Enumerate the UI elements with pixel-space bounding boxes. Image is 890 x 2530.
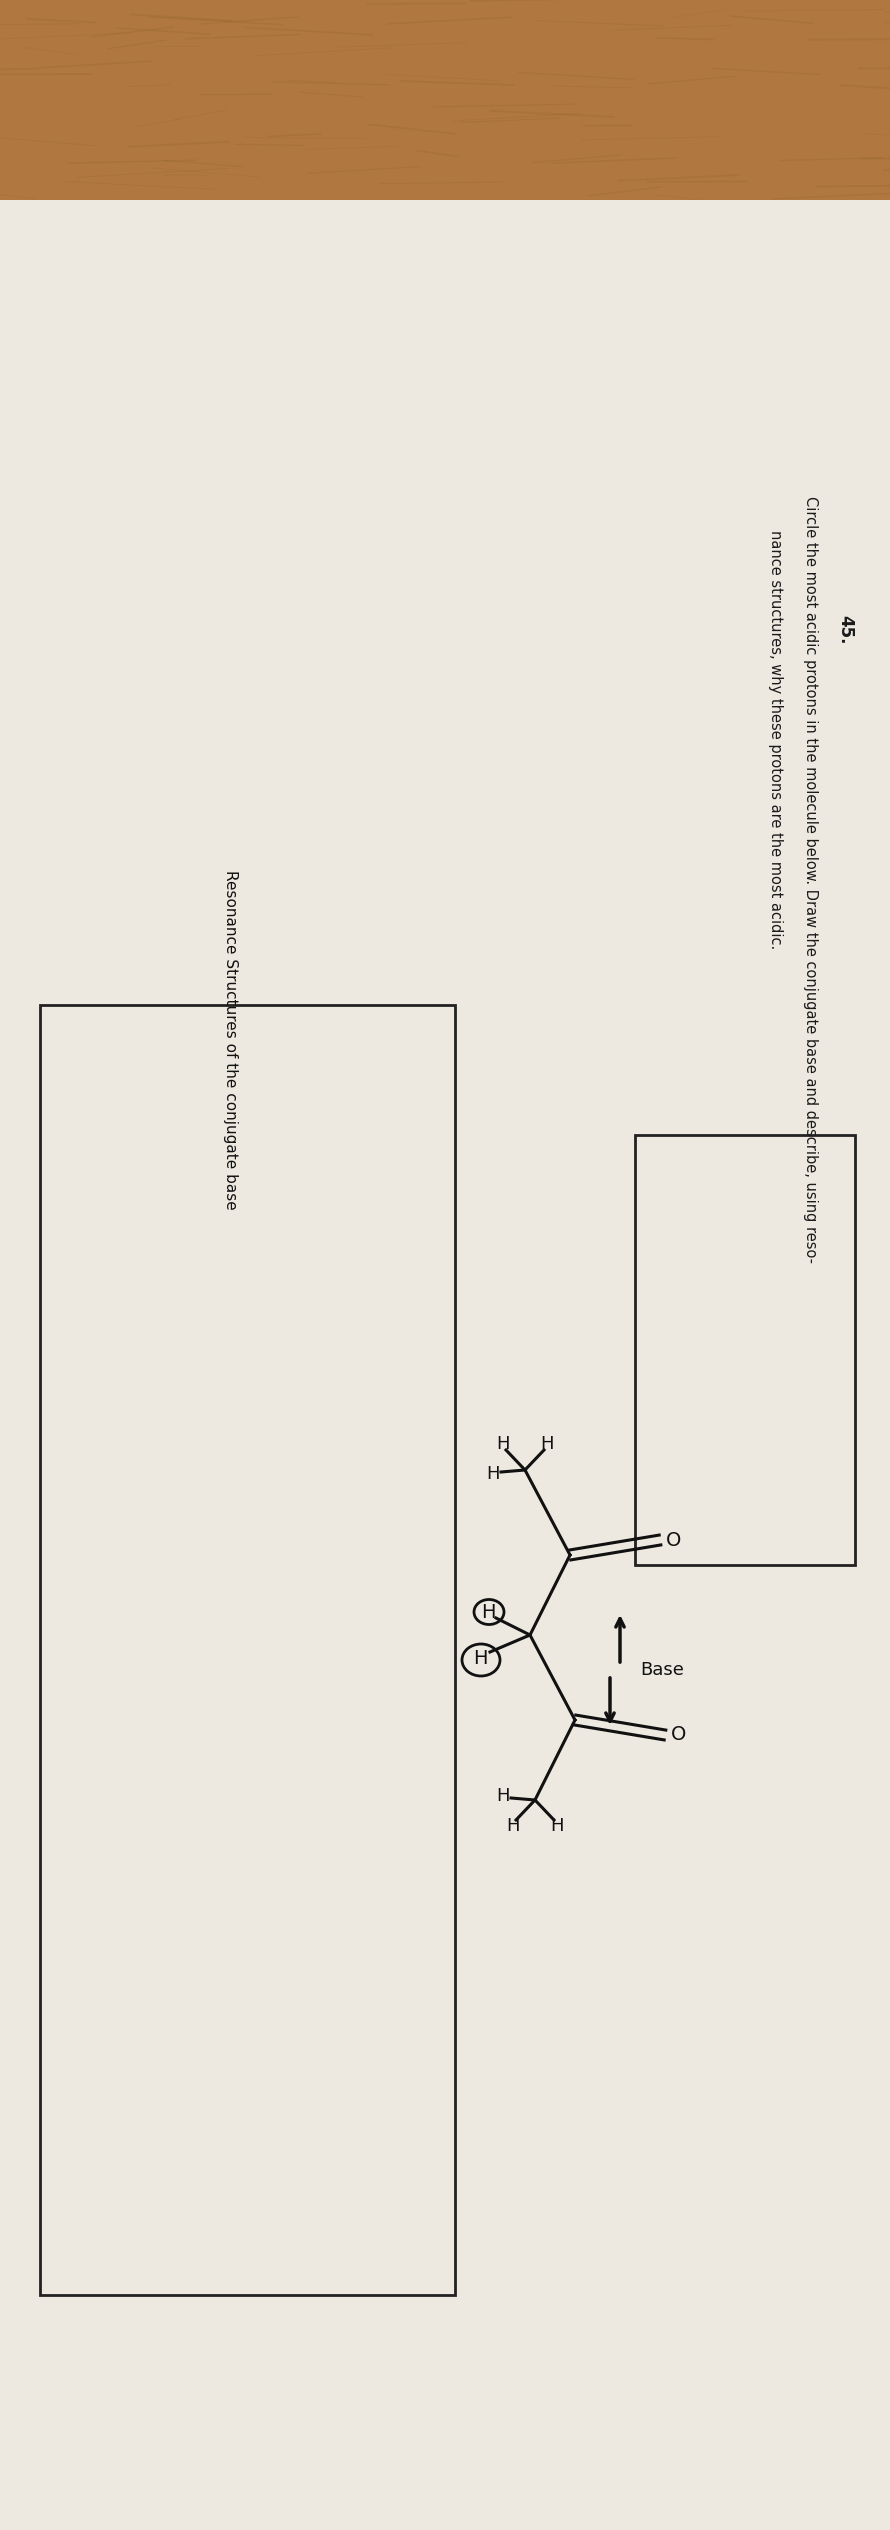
Text: O: O [667,1531,682,1548]
Text: H: H [473,1650,487,1667]
Text: H: H [540,1435,554,1452]
Bar [40,1004,455,2295]
Bar [635,1136,855,1566]
Text: H: H [481,1604,495,1622]
Text: H: H [486,1465,500,1483]
Text: H: H [550,1817,563,1834]
Text: H: H [497,1435,510,1452]
Text: nance structures, why these protons are the most acidic.: nance structures, why these protons are … [767,531,782,949]
Bar [0,0,890,200]
Text: 45.: 45. [836,615,854,645]
Text: H: H [506,1817,520,1834]
Text: H: H [497,1786,510,1804]
Text: Base: Base [640,1662,684,1680]
Text: Resonance Structures of the conjugate base: Resonance Structures of the conjugate ba… [222,870,238,1209]
Text: Circle the most acidic protons in the molecule below. Draw the conjugate base an: Circle the most acidic protons in the mo… [803,496,818,1262]
Text: O: O [671,1725,687,1746]
